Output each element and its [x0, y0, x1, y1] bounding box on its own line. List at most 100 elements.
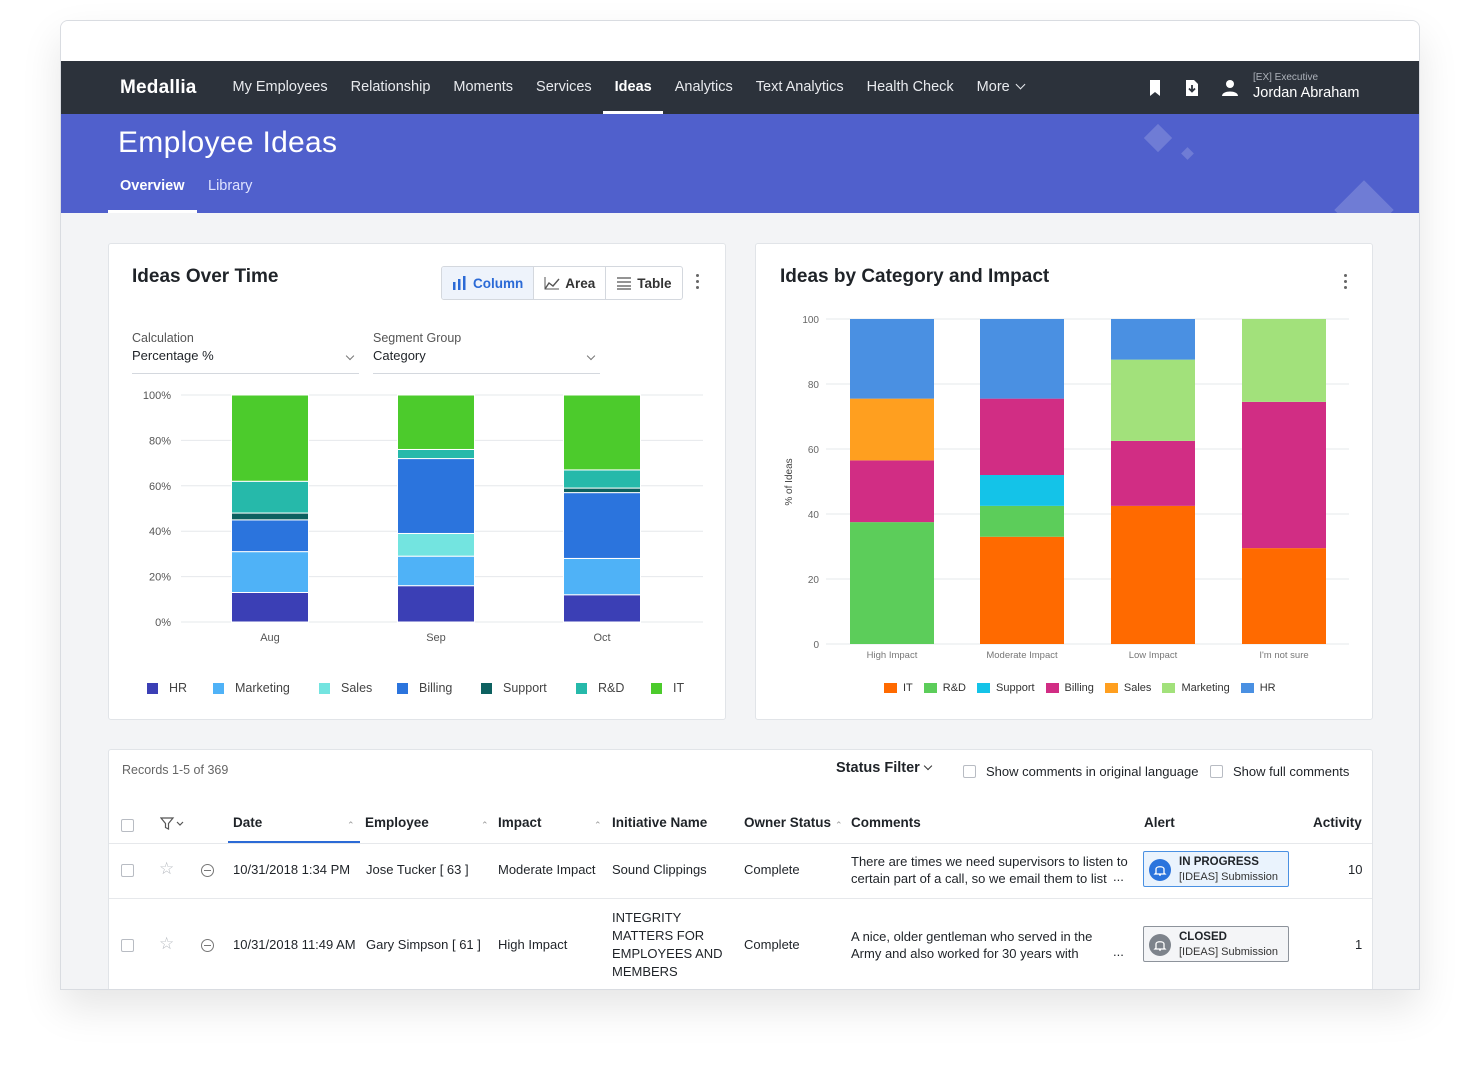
- row-checkbox[interactable]: [121, 939, 134, 952]
- column-header-impact[interactable]: Impact: [498, 815, 542, 830]
- nav-item-health-check[interactable]: Health Check: [866, 79, 954, 95]
- download-document-icon[interactable]: [1183, 79, 1201, 97]
- column-header-comments[interactable]: Comments: [851, 815, 921, 830]
- nav-item-ideas[interactable]: Ideas: [603, 61, 664, 114]
- expand-comment-ellipsis[interactable]: ...: [1113, 944, 1124, 959]
- bar-billing-i-m-not-sure: [1242, 401, 1326, 549]
- sort-icon[interactable]: ⌃: [594, 820, 602, 830]
- show-full-comments-checkbox[interactable]: [1210, 765, 1223, 778]
- column-header-owner-status[interactable]: Owner Status: [744, 815, 832, 830]
- legend-hr[interactable]: HR: [147, 681, 187, 695]
- legend-support[interactable]: Support: [977, 682, 1035, 694]
- legend-hr[interactable]: HR: [1240, 682, 1276, 694]
- show-original-language-checkbox[interactable]: [963, 765, 976, 778]
- table-icon: [617, 277, 632, 290]
- bar-billing-oct: [563, 492, 641, 559]
- card-menu-icon[interactable]: [1344, 274, 1348, 292]
- ideas-over-time-title: Ideas Over Time: [132, 266, 279, 287]
- legend-swatch-support: [481, 682, 492, 694]
- bar-it-sep: [397, 394, 475, 450]
- star-icon[interactable]: ☆: [159, 859, 175, 878]
- user-icon[interactable]: [1221, 79, 1239, 97]
- area-view-button[interactable]: Area: [534, 267, 607, 299]
- legend-marketing[interactable]: Marketing: [1162, 682, 1230, 694]
- column-header-employee[interactable]: Employee: [365, 815, 429, 830]
- card-menu-icon[interactable]: [696, 274, 700, 292]
- column-header-activity[interactable]: Activity: [1313, 815, 1362, 830]
- collapse-icon[interactable]: [201, 939, 214, 952]
- x-tick-label: High Impact: [867, 650, 918, 661]
- legend-swatch-billing: [397, 682, 408, 694]
- sort-icon[interactable]: ⌃: [835, 820, 843, 830]
- nav-item-text-analytics[interactable]: Text Analytics: [755, 79, 844, 95]
- nav-item-services[interactable]: Services: [536, 79, 592, 95]
- segment-group-label: Segment Group: [373, 331, 462, 345]
- legend-label-rd: R&D: [598, 681, 625, 695]
- status-filter-dropdown[interactable]: Status Filter: [836, 760, 933, 776]
- column-view-button[interactable]: Column: [442, 267, 535, 299]
- chevron-down-icon: [1015, 79, 1026, 90]
- row-checkbox[interactable]: [121, 864, 134, 877]
- nav-item-moments[interactable]: Moments: [453, 79, 514, 95]
- filter-icon[interactable]: [160, 817, 186, 831]
- legend-label-marketing: Marketing: [1181, 682, 1230, 694]
- legend-support[interactable]: Support: [481, 681, 547, 695]
- y-tick-label: 0: [813, 640, 819, 651]
- nav-item-more[interactable]: More: [965, 61, 1035, 114]
- legend-billing[interactable]: Billing: [1045, 682, 1094, 694]
- legend-marketing[interactable]: Marketing: [213, 681, 290, 695]
- tab-overview[interactable]: Overview: [120, 178, 185, 194]
- bookmark-icon[interactable]: [1146, 79, 1164, 97]
- legend-rd[interactable]: R&D: [923, 682, 966, 694]
- legend-swatch-rd: [576, 682, 587, 694]
- nav-item-analytics[interactable]: Analytics: [674, 79, 733, 95]
- show-full-comments-label[interactable]: Show full comments: [1233, 764, 1350, 779]
- column-header-alert[interactable]: Alert: [1144, 815, 1175, 830]
- legend-it[interactable]: IT: [884, 682, 913, 694]
- alert-badge[interactable]: CLOSED [IDEAS] Submission: [1143, 926, 1289, 962]
- nav-item-relationship[interactable]: Relationship: [350, 79, 431, 95]
- y-axis-label: % of Ideas: [784, 458, 795, 505]
- bar-billing-low-impact: [1111, 440, 1195, 506]
- bell-icon: [1149, 934, 1171, 956]
- bar-r-d-aug: [231, 480, 309, 514]
- segment-group-dropdown[interactable]: Category: [373, 348, 600, 374]
- bar-r-d-moderate-impact: [980, 505, 1064, 537]
- ideas-over-time-chart: 0% 20% 40% 60% 80% 100% Aug Sep Oct: [143, 390, 703, 644]
- legend-it[interactable]: IT: [651, 681, 684, 695]
- column-header-date[interactable]: Date: [233, 815, 263, 830]
- user-name[interactable]: Jordan Abraham: [1253, 85, 1360, 101]
- brand-logo[interactable]: Medallia: [120, 77, 197, 98]
- cell-employee[interactable]: Jose Tucker [ 63 ]: [366, 862, 469, 877]
- nav-item-my-employees[interactable]: My Employees: [232, 79, 328, 95]
- page-title: Employee Ideas: [118, 126, 338, 159]
- show-original-language-label[interactable]: Show comments in original language: [986, 764, 1199, 779]
- y-tick-label: 60: [808, 445, 820, 456]
- cell-initiative-name[interactable]: INTEGRITY MATTERS FOR EMPLOYEES AND MEMB…: [612, 910, 723, 979]
- cell-employee[interactable]: Gary Simpson [ 61 ]: [366, 937, 481, 952]
- star-icon[interactable]: ☆: [159, 934, 175, 953]
- bar-r-d-sep: [397, 448, 475, 460]
- table-view-button[interactable]: Table: [606, 267, 681, 299]
- legend-sales[interactable]: Sales: [1104, 682, 1151, 694]
- legend-rd[interactable]: R&D: [576, 681, 624, 695]
- bar-billing-moderate-impact: [980, 398, 1064, 475]
- collapse-icon[interactable]: [201, 864, 214, 877]
- cell-date: 10/31/2018 1:34 PM: [233, 862, 351, 877]
- legend-label-support: Support: [996, 682, 1035, 694]
- tab-library[interactable]: Library: [208, 178, 253, 194]
- legend-swatch-rd: [923, 683, 937, 693]
- sort-icon[interactable]: ⌃: [347, 820, 355, 830]
- expand-comment-ellipsis[interactable]: ...: [1113, 869, 1124, 884]
- bar-it-oct: [563, 394, 641, 471]
- select-all-checkbox[interactable]: [121, 819, 134, 832]
- legend-sales[interactable]: Sales: [319, 681, 372, 695]
- legend-label-sales: Sales: [341, 681, 373, 695]
- legend-billing[interactable]: Billing: [397, 681, 452, 695]
- column-header-initiative-name[interactable]: Initiative Name: [612, 815, 708, 830]
- calculation-dropdown[interactable]: Percentage %: [132, 348, 359, 374]
- sort-icon[interactable]: ⌃: [481, 820, 489, 830]
- cell-initiative-name[interactable]: Sound Clippings: [612, 862, 707, 877]
- cell-impact: Moderate Impact: [498, 862, 596, 877]
- alert-badge[interactable]: IN PROGRESS [IDEAS] Submission: [1143, 851, 1289, 887]
